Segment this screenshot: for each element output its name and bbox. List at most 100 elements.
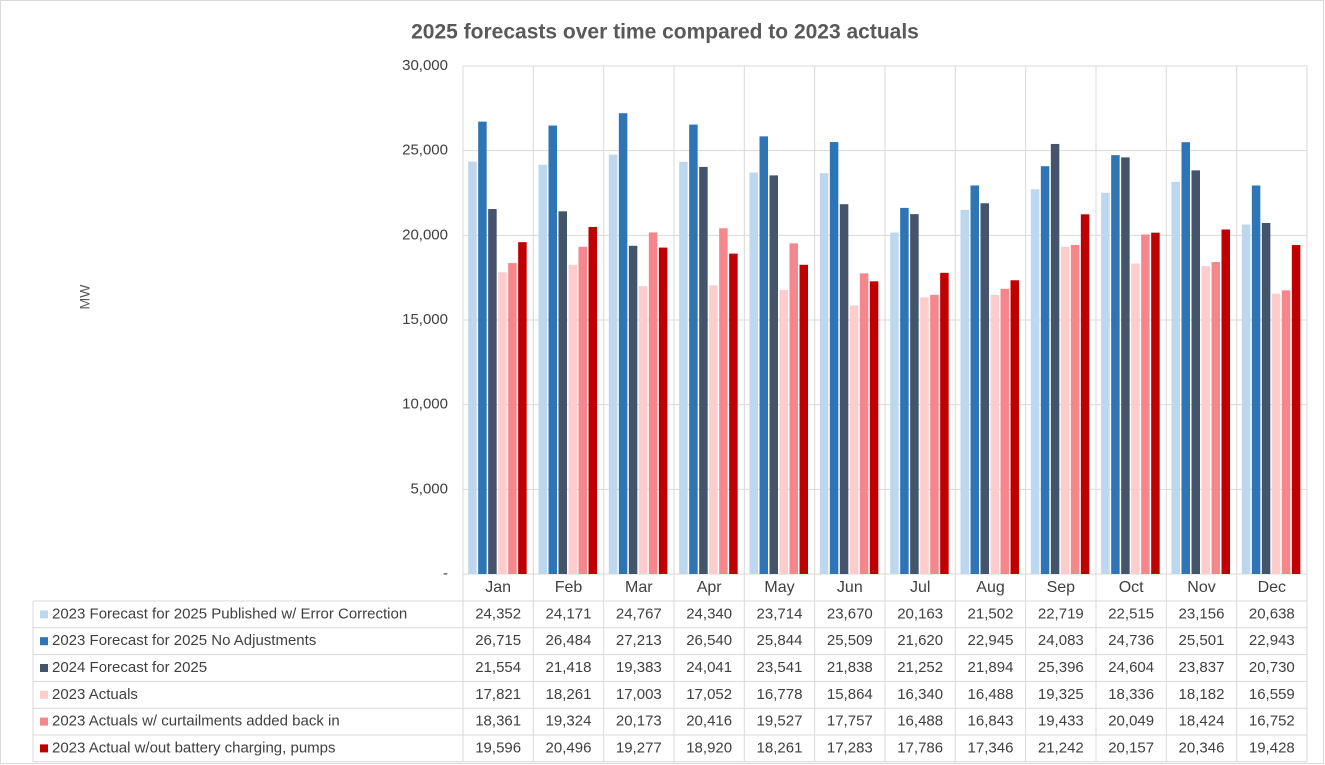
- table-cell: 21,418: [546, 659, 592, 676]
- bar: [859, 273, 869, 574]
- table-cell: 25,501: [1179, 632, 1225, 649]
- table-cell: 16,843: [968, 713, 1014, 730]
- table-cell: 24,340: [686, 605, 732, 622]
- x-tick-label: Nov: [1187, 579, 1215, 596]
- table-cell: 22,719: [1038, 605, 1084, 622]
- legend-label: 2023 Actual w/out battery charging, pump…: [52, 739, 336, 756]
- x-tick-label: May: [764, 579, 794, 596]
- table-cell: 16,778: [757, 686, 803, 703]
- bar: [1060, 246, 1070, 574]
- legend-label: 2024 Forecast for 2025: [52, 659, 207, 676]
- table-cell: 17,346: [968, 739, 1014, 756]
- legend-label: 2023 Actuals w/ curtailments added back …: [52, 713, 340, 730]
- table-cell: 26,484: [546, 632, 592, 649]
- x-tick-label: Jul: [910, 579, 930, 596]
- table-cell: 24,767: [616, 605, 662, 622]
- bar: [839, 204, 849, 574]
- legend-label: 2023 Forecast for 2025 No Adjustments: [52, 632, 316, 649]
- bar: [699, 166, 708, 574]
- legend-label: 2023 Actuals: [52, 686, 138, 703]
- table-cell: 19,433: [1038, 713, 1084, 730]
- table-cell: 16,559: [1249, 686, 1295, 703]
- bar: [960, 209, 969, 574]
- table-cell: 23,541: [757, 659, 803, 676]
- table-cell: 21,242: [1038, 739, 1084, 756]
- table-cell: 19,277: [616, 739, 662, 756]
- table-cell: 22,945: [968, 632, 1014, 649]
- table-cell: 23,837: [1179, 659, 1225, 676]
- bar: [1251, 185, 1261, 574]
- bar: [1141, 234, 1150, 574]
- bar: [749, 172, 758, 574]
- bar: [849, 305, 859, 574]
- table-cell: 22,943: [1249, 632, 1295, 649]
- bar: [538, 164, 547, 574]
- bar: [990, 294, 999, 574]
- bar: [508, 263, 517, 574]
- y-tick-label: -: [443, 565, 448, 582]
- bar: [1181, 142, 1190, 575]
- bar: [869, 281, 879, 574]
- bar: [930, 294, 939, 574]
- x-tick-label: Aug: [976, 579, 1004, 596]
- bar: [1291, 245, 1301, 574]
- bar: [1271, 293, 1281, 574]
- bar: [900, 207, 909, 574]
- bar: [890, 232, 899, 575]
- bar: [588, 226, 597, 575]
- table-cell: 24,604: [1108, 659, 1154, 676]
- table-cell: 20,346: [1179, 739, 1225, 756]
- table-cell: 25,396: [1038, 659, 1084, 676]
- table-cell: 18,261: [546, 686, 592, 703]
- bar: [1171, 181, 1180, 575]
- table-cell: 24,083: [1038, 632, 1084, 649]
- table-cell: 24,041: [686, 659, 732, 676]
- bar: [468, 161, 477, 574]
- bar: [980, 203, 989, 574]
- table-cell: 20,157: [1108, 739, 1154, 756]
- y-tick-label: 30,000: [402, 57, 448, 74]
- legend-key: [40, 717, 48, 726]
- bar: [799, 264, 808, 574]
- table-cell: 19,324: [546, 713, 592, 730]
- bar: [769, 175, 778, 574]
- bar: [1191, 170, 1200, 574]
- table-cell: 25,844: [757, 632, 803, 649]
- bar: [488, 209, 497, 575]
- x-tick-label: Feb: [555, 579, 583, 596]
- x-tick-label: Dec: [1258, 579, 1286, 596]
- y-axis-label: MW: [77, 284, 93, 310]
- table-cell: 23,714: [757, 605, 803, 622]
- bar: [1211, 262, 1220, 574]
- bar: [618, 113, 628, 574]
- bar: [729, 253, 738, 574]
- bar: [779, 289, 788, 574]
- table-cell: 21,894: [968, 659, 1014, 676]
- table-cell: 26,540: [686, 632, 732, 649]
- x-tick-label: Apr: [697, 579, 723, 596]
- table-cell: 17,786: [897, 739, 943, 756]
- bar: [709, 285, 718, 574]
- table-cell: 20,163: [897, 605, 943, 622]
- table-cell: 21,252: [897, 659, 943, 676]
- bar: [1261, 222, 1271, 575]
- table-cell: 16,752: [1249, 713, 1295, 730]
- table-cell: 20,496: [546, 739, 592, 756]
- x-tick-label: Mar: [625, 579, 653, 596]
- table-cell: 20,416: [686, 713, 732, 730]
- table-cell: 18,336: [1108, 686, 1154, 703]
- table-cell: 20,049: [1108, 713, 1154, 730]
- bar: [1131, 263, 1140, 574]
- bar: [648, 232, 658, 574]
- table-cell: 15,864: [827, 686, 873, 703]
- bar: [638, 286, 648, 574]
- bar: [819, 173, 829, 575]
- table-cell: 16,488: [897, 713, 943, 730]
- table-cell: 18,424: [1179, 713, 1225, 730]
- bar: [1201, 266, 1210, 574]
- bar: [518, 242, 527, 575]
- table-cell: 17,003: [616, 686, 662, 703]
- bar: [1030, 189, 1040, 574]
- table-cell: 18,361: [475, 713, 521, 730]
- bar: [1151, 232, 1160, 574]
